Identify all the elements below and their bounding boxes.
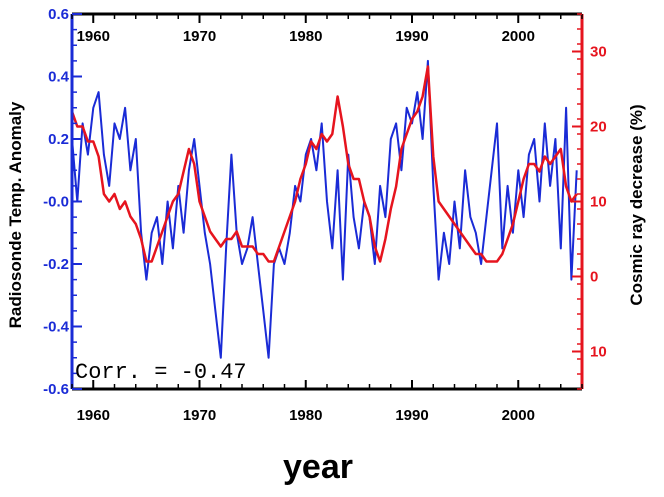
y-tick-label-right: 0 [590,269,598,286]
series-line-temperature [71,59,578,359]
series-line-cosmic-ray [70,65,578,263]
x-tick-label-top: 1990 [395,28,428,45]
x-tick-label-bottom: 1970 [183,407,216,424]
y-tick-label-left: 0.4 [48,69,70,86]
x-tick-label-top: 2000 [502,28,535,45]
y-axis-label: Radiosonde Temp. Anomaly [6,101,25,328]
x-tick-label-top: 1970 [183,28,216,45]
x-tick-label-top: 1980 [289,28,322,45]
x-tick-label-bottom: 2000 [502,407,535,424]
y-tick-label-right: 30 [590,44,607,61]
x-axis-label: year [283,448,353,486]
x-tick-label-bottom: 1980 [289,407,322,424]
y-tick-label-left: -0.2 [43,256,69,273]
y-tick-label-left: 0.2 [48,131,69,148]
x-tick-label-bottom: 1960 [77,407,110,424]
y-tick-label-left: 0.6 [48,6,69,23]
tick-layer: 1960196019701970198019801990199020002000… [43,6,607,424]
x-tick-label-bottom: 1990 [395,407,428,424]
y-tick-label-left: -0.4 [43,319,70,336]
y-axis-label-right: Cosmic ray decrease (%) [627,104,646,305]
y-tick-label-left: -0.6 [43,381,69,398]
y-tick-label-right: 10 [590,344,607,361]
y-tick-label-left: -0.0 [43,194,69,211]
series-layer [70,59,578,359]
correlation-annotation: Corr. = -0.47 [75,360,247,385]
y-tick-label-right: 20 [590,119,607,136]
x-tick-label-top: 1960 [77,28,110,45]
y-tick-label-right: 10 [590,194,607,211]
